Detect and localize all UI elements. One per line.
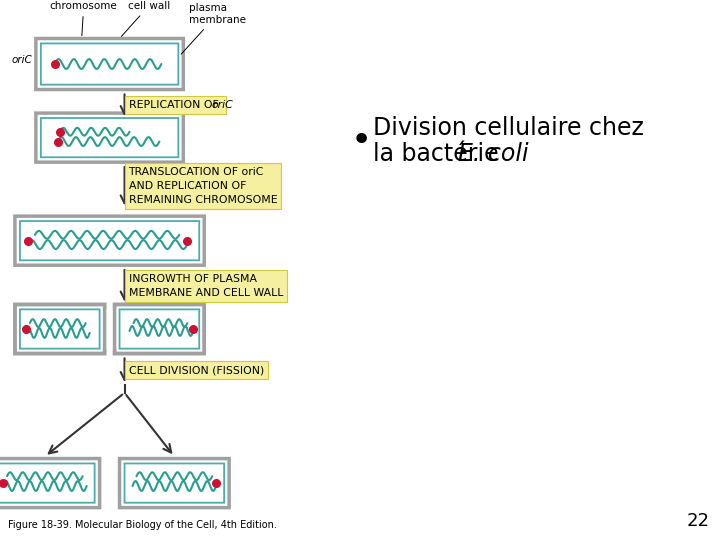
Text: 22: 22 [686,512,709,530]
Text: oriC: oriC [211,100,233,110]
Text: cell wall: cell wall [122,1,170,36]
Text: CELL DIVISION (FISSION): CELL DIVISION (FISSION) [128,365,264,375]
FancyBboxPatch shape [0,458,99,508]
FancyBboxPatch shape [36,113,184,162]
Text: oriC: oriC [11,55,32,65]
FancyBboxPatch shape [114,305,204,354]
Text: REPLICATION OF: REPLICATION OF [128,100,222,110]
Text: Division cellulaire chez: Division cellulaire chez [372,116,644,140]
FancyBboxPatch shape [15,216,204,265]
Text: TRANSLOCATION OF oriC
AND REPLICATION OF
REMAINING CHROMOSOME: TRANSLOCATION OF oriC AND REPLICATION OF… [128,167,277,205]
FancyBboxPatch shape [15,305,104,354]
Text: E. coli: E. coli [458,143,529,166]
Text: la bactérie: la bactérie [372,143,505,166]
FancyBboxPatch shape [120,458,229,508]
Text: Figure 18-39. Molecular Biology of the Cell, 4th Edition.: Figure 18-39. Molecular Biology of the C… [8,520,277,530]
Text: plasma
membrane: plasma membrane [181,3,246,54]
Text: chromosome: chromosome [50,1,117,36]
Text: •: • [351,124,372,158]
Text: INGROWTH OF PLASMA
MEMBRANE AND CELL WALL: INGROWTH OF PLASMA MEMBRANE AND CELL WAL… [128,274,283,298]
FancyBboxPatch shape [36,38,184,90]
FancyBboxPatch shape [94,310,125,348]
